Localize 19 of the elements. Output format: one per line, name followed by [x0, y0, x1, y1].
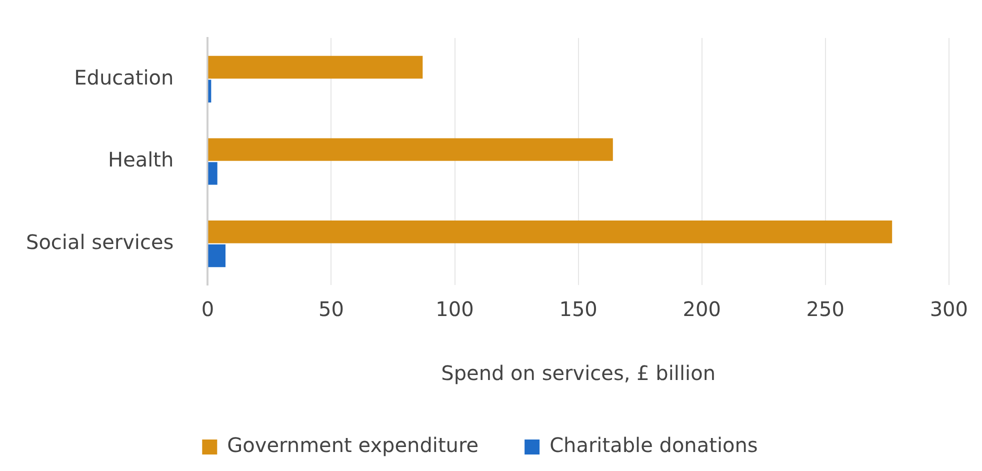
y-tick-label: Education — [74, 65, 174, 90]
x-tick-label: 300 — [930, 297, 968, 322]
bar — [208, 162, 218, 185]
x-axis-title: Spend on services, £ billion — [441, 361, 716, 386]
bar — [208, 56, 423, 79]
x-tick-label: 200 — [682, 297, 721, 322]
x-tick-label: 250 — [806, 297, 844, 322]
y-tick-label: Social services — [26, 230, 174, 254]
bar — [208, 80, 212, 102]
legend-label: Charitable donations — [550, 433, 758, 458]
x-tick-label: 150 — [559, 297, 598, 322]
bar — [208, 138, 613, 161]
x-tick-label: 100 — [436, 297, 474, 322]
legend-label: Government expenditure — [227, 433, 479, 458]
bar — [208, 244, 226, 268]
bar — [208, 220, 892, 244]
x-tick-label: 50 — [318, 297, 344, 322]
y-tick-label: Health — [108, 148, 174, 172]
x-tick-label: 0 — [201, 297, 214, 322]
